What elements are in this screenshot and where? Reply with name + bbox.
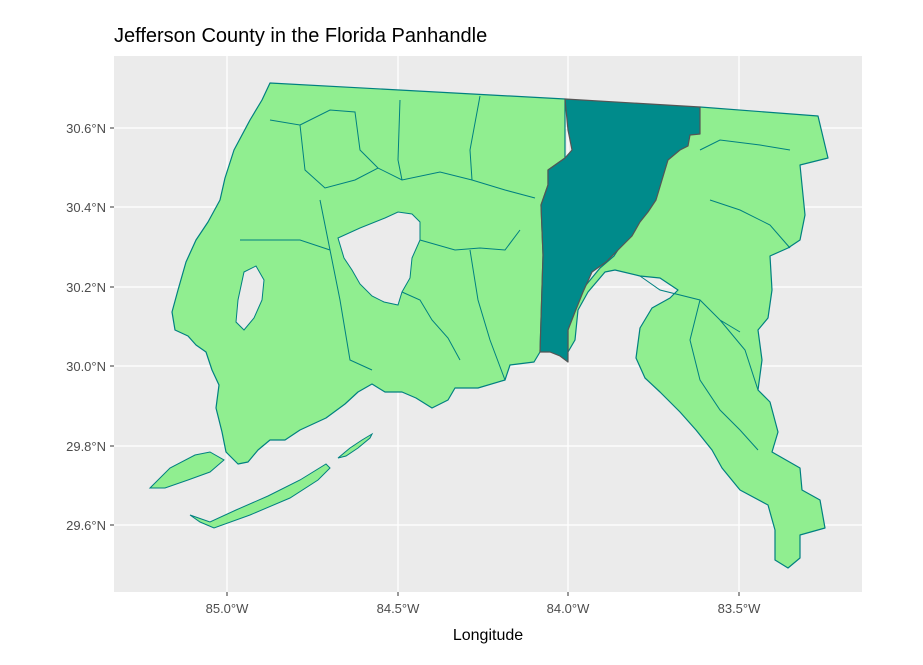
county-map [148, 82, 829, 569]
y-tick-label: 29.6°N [66, 518, 106, 533]
x-axis: 85.0°W 84.5°W 84.0°W 83.5°W Longitude [206, 592, 762, 644]
barrier-island-west [148, 451, 225, 489]
bay-area [337, 211, 421, 306]
barrier-island-south [189, 463, 331, 529]
y-tick-label: 30.2°N [66, 280, 106, 295]
county-borders [240, 95, 791, 451]
x-tick-label: 84.0°W [547, 601, 591, 616]
x-tick-label: 85.0°W [206, 601, 250, 616]
x-axis-title: Longitude [453, 627, 523, 644]
y-tick-label: 30.0°N [66, 359, 106, 374]
map-title: Jefferson County in the Florida Panhandl… [114, 25, 487, 47]
y-tick-label: 30.4°N [66, 200, 106, 215]
y-tick-label: 29.8°N [66, 439, 106, 454]
x-tick-label: 83.5°W [718, 601, 762, 616]
west-bay [235, 265, 265, 331]
y-axis: 30.6°N 30.4°N 30.2°N 30.0°N 29.8°N 29.6°… [66, 121, 114, 533]
barrier-island-east [337, 432, 374, 459]
x-tick-label: 84.5°W [377, 601, 421, 616]
jefferson-county [539, 98, 701, 363]
y-tick-label: 30.6°N [66, 121, 106, 136]
